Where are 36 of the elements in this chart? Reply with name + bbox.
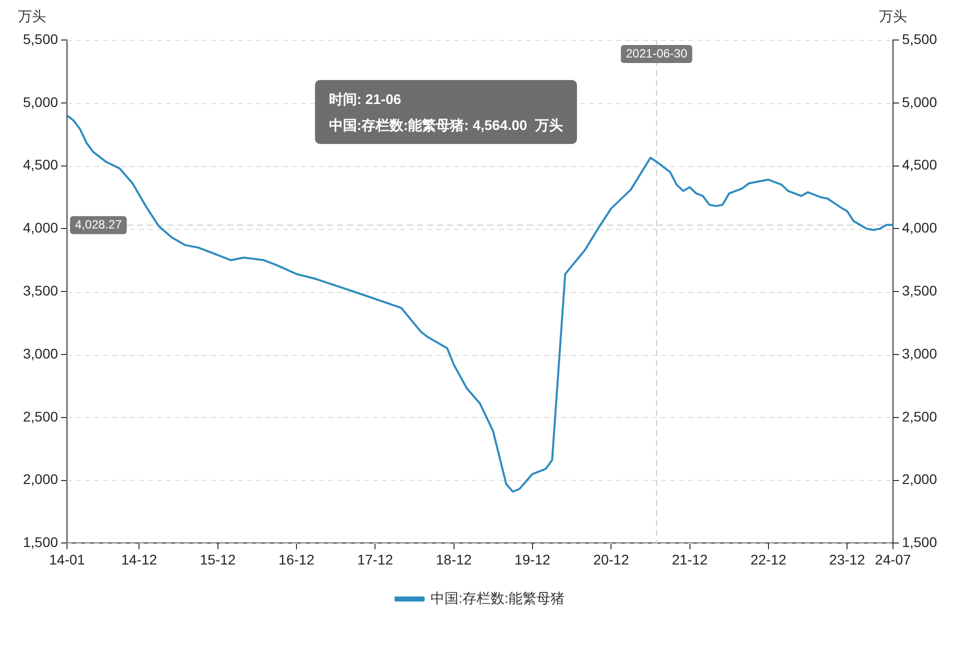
y-axis-title: 万头 [18,8,46,24]
annotation: 时间: 21-06 中国:存栏数:能繁母猪: 4,564.00 万头 [314,80,577,144]
y-tick-label: 1,500 [22,534,58,550]
y2-tick-label: 4,000 [902,220,938,236]
x-tick-label: 19-12 [514,551,551,568]
legend-label: 中国:存栏数:能繁母猪 [430,590,564,606]
x-tick-label: 18-12 [436,551,472,568]
y2-tick-label: 5,500 [902,30,938,47]
y2-tick-label: 4,500 [902,156,938,173]
ref-line-label: 2021-06-30 [626,46,688,60]
x-tick-label: 14-12 [121,551,158,568]
y-tick-label: 4,500 [22,156,58,173]
y2-axis-title: 万头 [878,8,907,24]
y-tick-label: 2,000 [22,471,58,488]
x-tick-label: 15-12 [200,551,236,568]
x-tick-label: 23-12 [829,551,866,568]
ref-line-label: 4,028.27 [75,217,122,232]
y-tick-label: 3,500 [22,282,58,298]
y2-tick-label: 3,000 [902,345,938,362]
y-tick-label: 5,500 [22,30,58,47]
x-tick-label: 14-01 [49,551,86,568]
y2-tick-label: 2,000 [902,471,938,488]
y2-tick-label: 3,500 [902,282,938,298]
x-tick-label: 24-07 [875,551,912,568]
y2-tick-label: 2,500 [902,408,938,424]
y2-tick-label: 1,500 [902,534,938,550]
y-tick-label: 5,000 [22,94,58,110]
y-tick-label: 3,000 [22,345,58,362]
x-tick-label: 20-12 [593,551,630,568]
x-tick-label: 21-12 [672,551,708,568]
y2-tick-label: 5,000 [902,94,938,110]
x-tick-label: 17-12 [357,551,394,568]
x-tick-label: 16-12 [278,551,315,568]
x-tick-label: 22-12 [750,551,787,568]
y-tick-label: 4,000 [22,220,58,236]
y-tick-label: 2,500 [22,408,58,424]
